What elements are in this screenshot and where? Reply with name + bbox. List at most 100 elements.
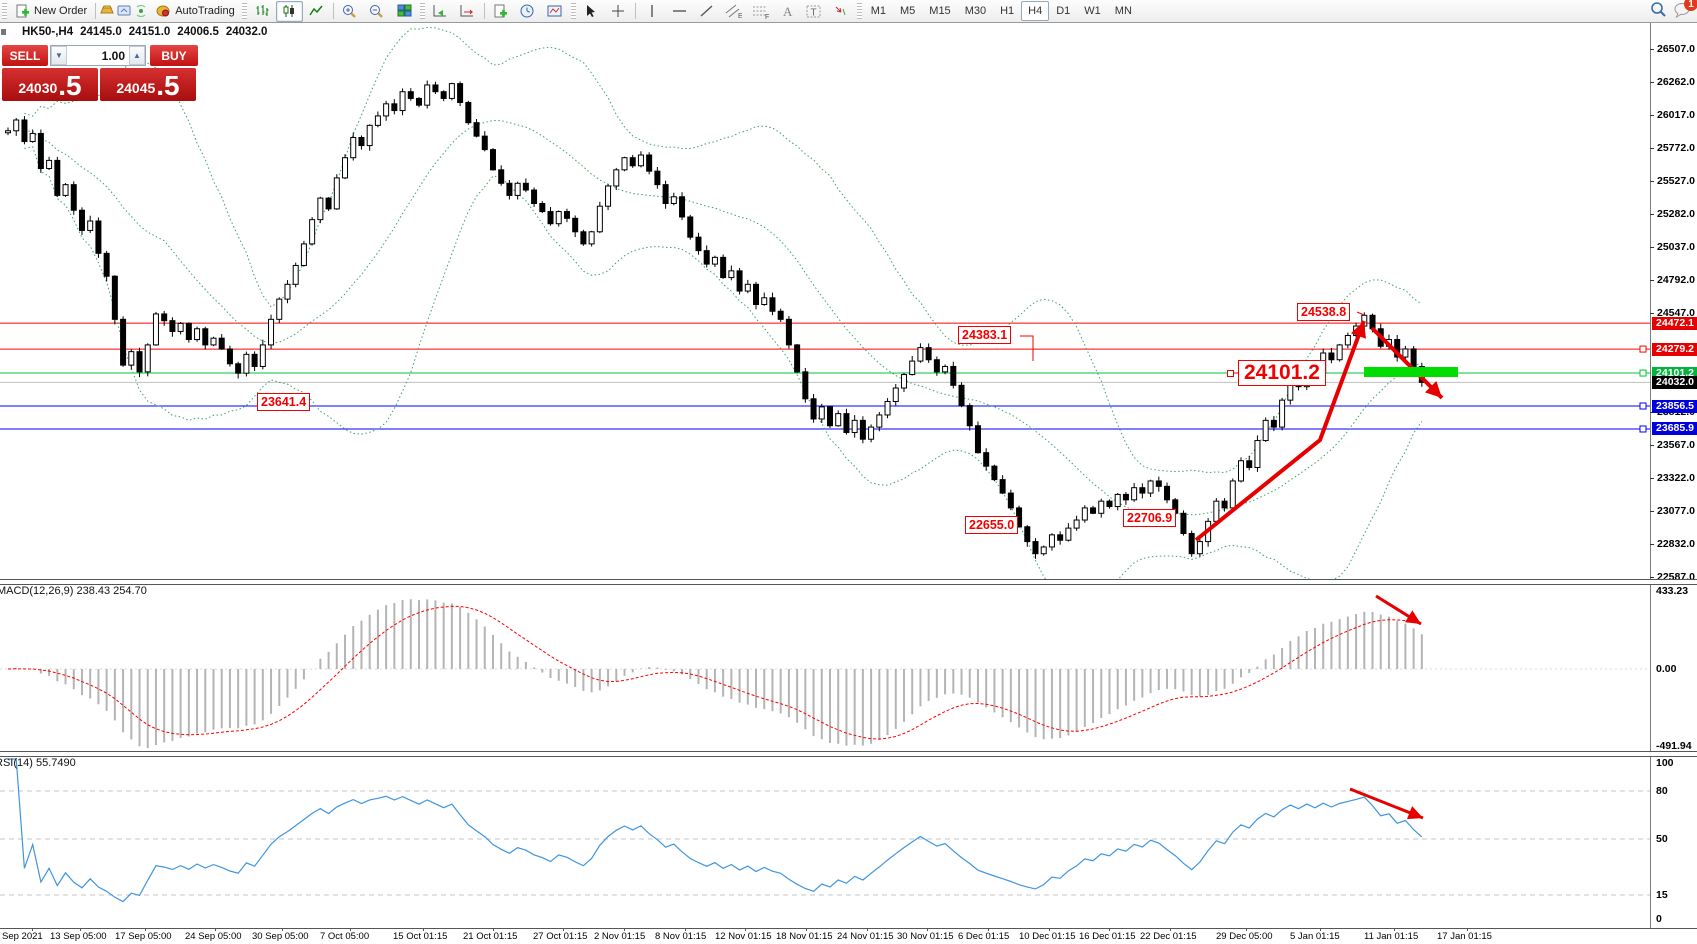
ohlc-header: HK50-,H4 24145.0 24151.0 24006.5 24032.0 [22,26,267,38]
price-tick-label: 26507.0 [1657,43,1695,55]
price-annotation-23641.4[interactable]: 23641.4 [257,393,311,411]
rsi-axis-label: 15 [1656,889,1668,901]
zoom-out-icon[interactable] [364,1,391,22]
timeframe-button-h4[interactable]: H4 [1021,1,1050,21]
toolbar-grip[interactable] [2,3,7,19]
templates-menu-icon[interactable] [542,1,569,22]
macd-indicator-label: MACD(12,26,9) 238.43 254.70 [0,585,147,597]
trendline-tool-icon[interactable] [693,1,720,22]
price-annotation-22655.0[interactable]: 22655.0 [965,516,1019,534]
time-tick-mark [1170,928,1171,931]
tile-windows-icon[interactable] [391,1,418,22]
cursor-tool-icon[interactable] [578,1,605,22]
time-tick-mark [1049,928,1050,931]
time-axis-label: 15 Oct 01:15 [393,931,448,942]
sell-button[interactable]: SELL [2,45,48,66]
main-chart-canvas[interactable] [0,23,1650,579]
price-tick-mark [1650,82,1654,83]
deposit-icon[interactable] [99,3,116,20]
rsi-panel-canvas[interactable] [0,756,1650,928]
time-axis-label: 12 Nov 01:15 [715,931,772,942]
zoom-in-icon[interactable] [337,1,364,22]
time-axis-label: 17 Jan 01:15 [1437,931,1492,942]
new-order-icon [14,3,31,20]
chart-shift-icon[interactable] [454,1,481,22]
time-axis-label: 2 Nov 01:15 [594,931,646,942]
time-axis[interactable]: Sep 2021 13 Sep 05:00 17 Sep 05:00 24 Sep 0… [0,928,1697,944]
price-tick-mark [1650,181,1654,182]
text-tool-icon[interactable]: A [774,1,801,22]
price-annotation-22706.9[interactable]: 22706.9 [1123,509,1177,527]
vertical-line-tool-icon[interactable] [639,1,666,22]
periods-menu-icon[interactable] [515,1,542,22]
timeframe-button-d1[interactable]: D1 [1056,5,1071,17]
indicators-menu-icon[interactable] [488,1,515,22]
bar-chart-type-icon[interactable] [249,1,276,22]
time-tick-mark [685,928,686,931]
sell-price-panel[interactable]: 24030 .5 [2,68,98,101]
time-axis-label: 7 Oct 05:00 [320,931,370,942]
rsi-axis-label: 80 [1656,785,1668,797]
price-tick-mark [1650,49,1654,50]
macd-axis-label: -491.94 [1656,740,1692,752]
equidistant-channel-tool-icon[interactable]: E [720,1,747,22]
macd-panel-canvas[interactable] [0,584,1650,751]
price-axis-border [1650,23,1651,928]
sell-price-frac: .5 [58,70,82,101]
time-axis-label: 22 Dec 01:15 [1140,931,1197,942]
auto-scroll-icon[interactable] [427,1,454,22]
timeframe-button-w1[interactable]: W1 [1084,5,1101,17]
text-label-tool-icon[interactable]: T [801,1,828,22]
virtual-hosting-icon[interactable] [116,3,133,20]
horizontal-line-tool-icon[interactable] [666,1,693,22]
time-tick-mark [745,928,746,931]
timeframe-button-mn[interactable]: MN [1114,5,1132,17]
price-tick-mark [1650,214,1654,215]
time-tick-mark [806,928,807,931]
macd-panel-separator[interactable] [0,579,1697,585]
price-tick-label: 26262.0 [1657,76,1695,88]
price-annotation-24383.1[interactable]: 24383.1 [958,326,1012,344]
crosshair-tool-icon[interactable] [605,1,632,22]
timeframe-button-m30[interactable]: M30 [964,5,987,17]
time-tick-mark [624,928,625,931]
macd-axis-label: 0.00 [1656,663,1677,675]
notifications-icon[interactable]: 1 [1674,0,1697,18]
search-icon[interactable] [1649,1,1666,18]
time-axis-label: 30 Sep 05:00 [252,931,309,942]
time-axis-label: 11 Jan 01:15 [1364,931,1419,942]
buy-price-panel[interactable]: 24045 .5 [100,68,196,101]
timeframe-group: M1 M5 M15 M30 H1 H4 D1 W1 MN [864,1,1139,21]
autotrading-button[interactable]: AutoTrading [150,0,240,22]
annotation-anchor-square[interactable] [1227,370,1234,377]
price-annotation-24538.8[interactable]: 24538.8 [1297,303,1351,321]
volume-increase-button[interactable]: ▲ [129,46,145,65]
volume-input[interactable]: 1.00 [101,48,125,63]
time-tick-mark [493,928,494,931]
arrows-tool-icon[interactable] [828,1,855,22]
candlestick-chart-type-icon[interactable] [275,0,303,22]
price-tick-mark [1650,148,1654,149]
line-chart-type-icon[interactable] [303,1,330,22]
time-axis-label: 16 Dec 01:15 [1079,931,1136,942]
rsi-panel-separator[interactable] [0,751,1697,757]
price-annotation-24101.2[interactable]: 24101.2 [1238,360,1326,386]
time-axis-label: 10 Dec 01:15 [1019,931,1076,942]
timeframe-button-h1[interactable]: H1 [1000,5,1015,17]
timeframe-button-m1[interactable]: M1 [870,5,886,17]
time-tick-mark [1394,928,1395,931]
volume-decrease-button[interactable]: ▼ [51,46,67,65]
price-level-badge: 23685.9 [1652,422,1697,436]
rsi-axis-label: 100 [1656,757,1674,769]
price-tick-label: 22832.0 [1657,538,1695,550]
fibonacci-tool-icon[interactable]: F [747,1,774,22]
buy-button[interactable]: BUY [150,45,198,66]
time-axis-label: 8 Nov 01:15 [655,931,707,942]
timeframe-button-m5[interactable]: M5 [900,5,916,17]
time-tick-mark [1246,928,1247,931]
timeframe-button-m15[interactable]: M15 [929,5,951,17]
price-level-badge: 23856.5 [1652,399,1697,413]
price-level-badge: 24279.2 [1652,342,1697,356]
new-order-button[interactable]: New Order [9,0,92,22]
signals-icon[interactable] [133,3,150,20]
